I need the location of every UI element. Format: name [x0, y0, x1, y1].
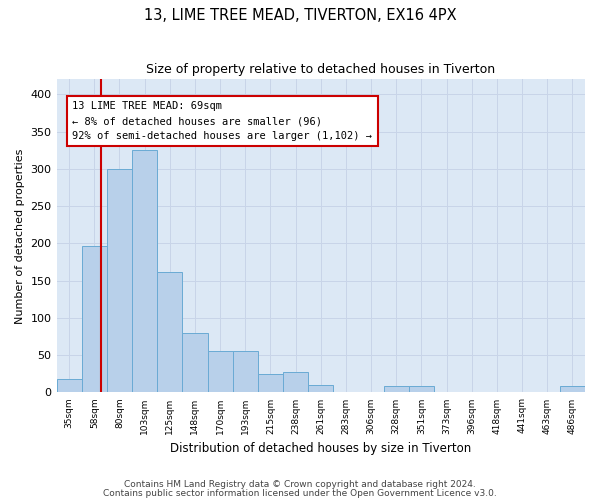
Bar	[182, 333, 208, 392]
Text: Contains HM Land Registry data © Crown copyright and database right 2024.: Contains HM Land Registry data © Crown c…	[124, 480, 476, 489]
Bar	[233, 352, 258, 393]
Title: Size of property relative to detached houses in Tiverton: Size of property relative to detached ho…	[146, 62, 496, 76]
Bar	[107, 169, 132, 392]
Bar	[283, 372, 308, 392]
Bar	[157, 272, 182, 392]
Bar	[56, 379, 82, 392]
Bar	[409, 386, 434, 392]
Bar	[82, 246, 107, 392]
Text: 13, LIME TREE MEAD, TIVERTON, EX16 4PX: 13, LIME TREE MEAD, TIVERTON, EX16 4PX	[143, 8, 457, 22]
Bar	[308, 385, 334, 392]
Bar	[208, 352, 233, 393]
Bar	[132, 150, 157, 392]
Bar	[383, 386, 409, 392]
Text: 13 LIME TREE MEAD: 69sqm
← 8% of detached houses are smaller (96)
92% of semi-de: 13 LIME TREE MEAD: 69sqm ← 8% of detache…	[73, 102, 373, 141]
Text: Contains public sector information licensed under the Open Government Licence v3: Contains public sector information licen…	[103, 488, 497, 498]
Y-axis label: Number of detached properties: Number of detached properties	[15, 148, 25, 324]
Bar	[560, 386, 585, 392]
Bar	[258, 374, 283, 392]
X-axis label: Distribution of detached houses by size in Tiverton: Distribution of detached houses by size …	[170, 442, 472, 455]
